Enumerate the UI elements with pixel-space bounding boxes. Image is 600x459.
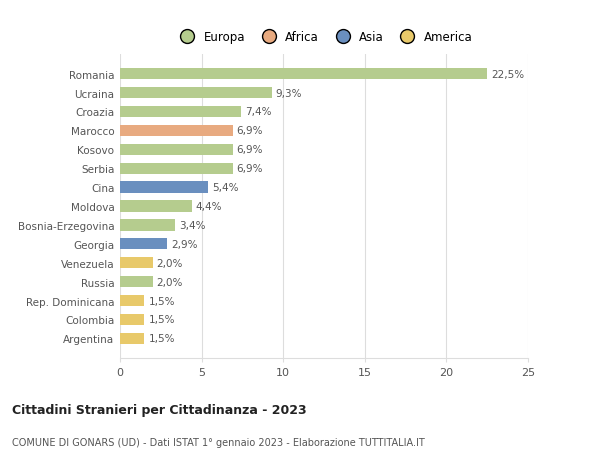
Bar bbox=[120, 125, 233, 137]
Bar bbox=[120, 333, 145, 344]
Bar bbox=[120, 144, 233, 156]
Bar bbox=[120, 220, 175, 231]
Text: COMUNE DI GONARS (UD) - Dati ISTAT 1° gennaio 2023 - Elaborazione TUTTITALIA.IT: COMUNE DI GONARS (UD) - Dati ISTAT 1° ge… bbox=[12, 437, 425, 447]
Text: 9,3%: 9,3% bbox=[276, 89, 302, 98]
Text: Cittadini Stranieri per Cittadinanza - 2023: Cittadini Stranieri per Cittadinanza - 2… bbox=[12, 403, 307, 416]
Text: 22,5%: 22,5% bbox=[491, 69, 524, 79]
Text: 1,5%: 1,5% bbox=[149, 334, 175, 344]
Text: 2,0%: 2,0% bbox=[157, 258, 183, 268]
Text: 2,0%: 2,0% bbox=[157, 277, 183, 287]
Text: 3,4%: 3,4% bbox=[179, 220, 206, 230]
Bar bbox=[120, 69, 487, 80]
Text: 6,9%: 6,9% bbox=[236, 145, 263, 155]
Bar bbox=[120, 163, 233, 174]
Text: 7,4%: 7,4% bbox=[245, 107, 271, 117]
Text: 5,4%: 5,4% bbox=[212, 183, 239, 193]
Text: 6,9%: 6,9% bbox=[236, 126, 263, 136]
Text: 2,9%: 2,9% bbox=[172, 239, 198, 249]
Bar bbox=[120, 201, 192, 212]
Text: 4,4%: 4,4% bbox=[196, 202, 223, 212]
Text: 1,5%: 1,5% bbox=[149, 315, 175, 325]
Bar bbox=[120, 276, 152, 288]
Bar bbox=[120, 314, 145, 325]
Legend: Europa, Africa, Asia, America: Europa, Africa, Asia, America bbox=[173, 28, 475, 46]
Bar bbox=[120, 239, 167, 250]
Bar bbox=[120, 295, 145, 307]
Bar bbox=[120, 88, 272, 99]
Bar bbox=[120, 257, 152, 269]
Bar bbox=[120, 182, 208, 193]
Bar bbox=[120, 106, 241, 118]
Text: 6,9%: 6,9% bbox=[236, 164, 263, 174]
Text: 1,5%: 1,5% bbox=[149, 296, 175, 306]
